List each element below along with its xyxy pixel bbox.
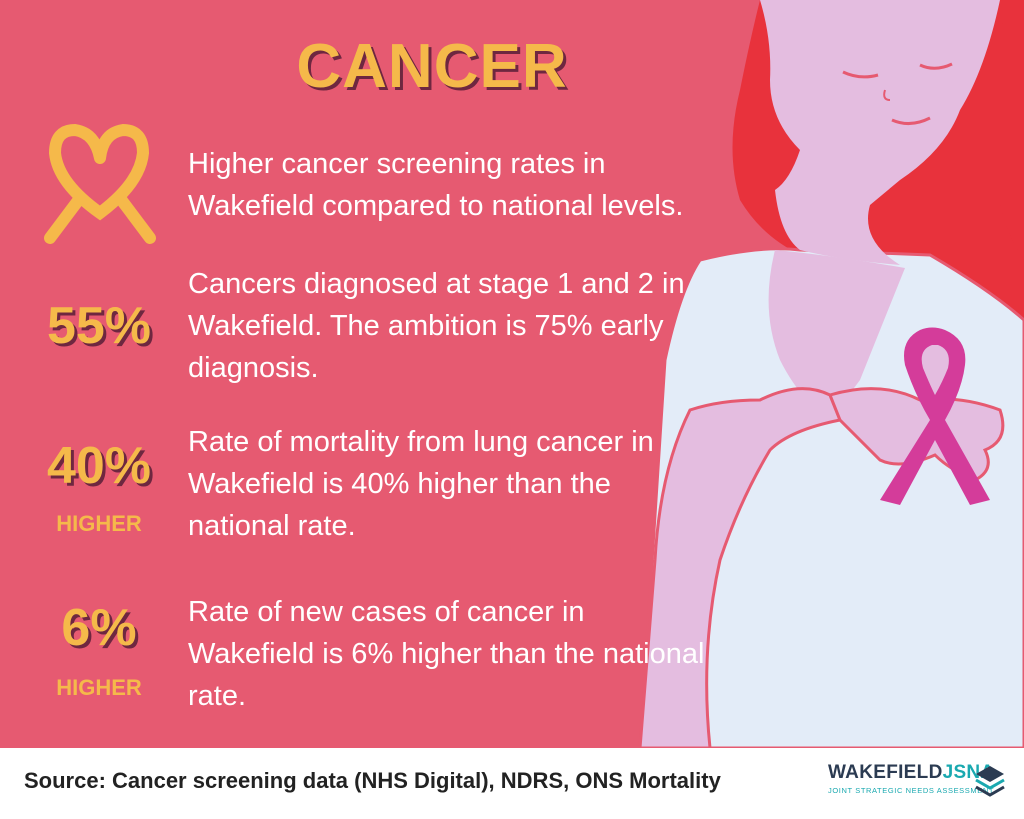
stat-sub-new-cases: HIGHER xyxy=(56,675,142,700)
nose xyxy=(883,89,891,101)
page-title: CANCER xyxy=(296,32,568,101)
stat-value-new-cases: 6% xyxy=(61,599,137,657)
footer: Source: Cancer screening data (NHS Digit… xyxy=(0,748,1024,819)
woman-illustration xyxy=(638,0,1024,748)
pink-ribbon-icon xyxy=(880,327,990,505)
arm-shape xyxy=(638,387,843,748)
stat-text-early-diagnosis: Cancers diagnosed at stage 1 and 2 in Wa… xyxy=(188,268,685,384)
stat-sub-lung-mortality: HIGHER xyxy=(56,511,142,536)
stat-value-lung-mortality: 40% xyxy=(46,437,152,495)
chest-shape xyxy=(768,250,905,420)
stat-text-screening: Higher cancer screening rates in Wakefie… xyxy=(188,148,684,222)
source-text: Source: Cancer screening data (NHS Digit… xyxy=(24,768,721,793)
stat-value-early-diagnosis: 55% xyxy=(46,297,152,355)
skin-shape xyxy=(760,0,1000,265)
stat-text-lung-mortality: Rate of mortality from lung cancer in Wa… xyxy=(188,426,654,542)
logo-tagline: JOINT STRATEGIC NEEDS ASSESSMENT xyxy=(828,786,995,795)
logo-jsna: JSNA xyxy=(942,762,995,783)
stat-text-new-cases: Rate of new cases of cancer in Wakefield… xyxy=(188,596,705,712)
logo-name: WAKEFIELD xyxy=(828,762,943,783)
mouth xyxy=(891,116,931,125)
heart-ribbon-icon xyxy=(44,123,156,244)
hair-strand xyxy=(997,0,1024,260)
stacked-layers-icon xyxy=(975,766,1005,797)
eye-left xyxy=(842,70,879,79)
eye-right xyxy=(919,62,953,70)
wakefield-jsna-logo: WAKEFIELDJSNA JOINT STRATEGIC NEEDS ASSE… xyxy=(828,762,1008,806)
